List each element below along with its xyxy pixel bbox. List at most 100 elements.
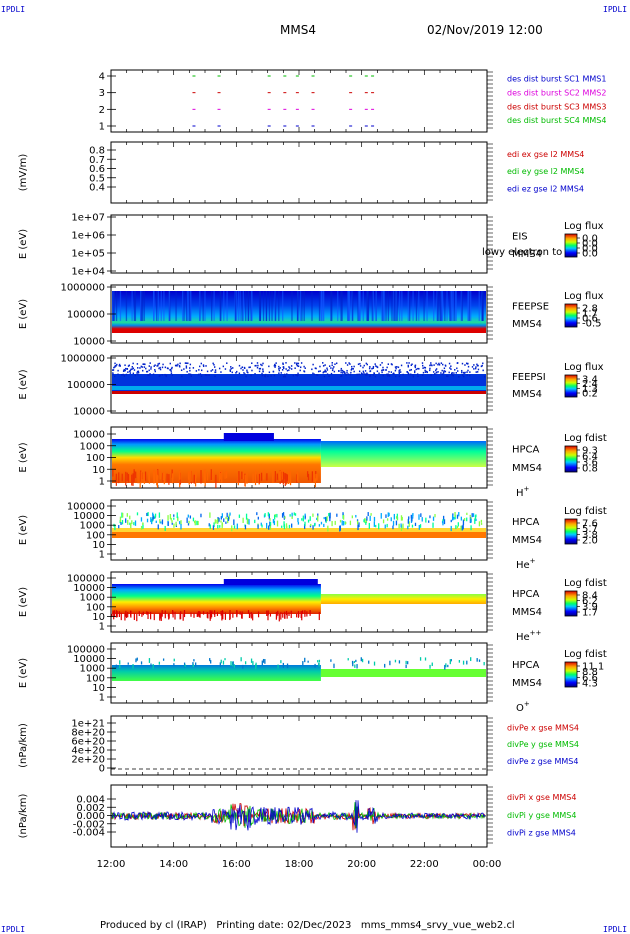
hpca-he1-speckle (318, 524, 321, 527)
hpca-he1-speckle (434, 514, 436, 518)
hpca-he2-texture (146, 611, 148, 615)
hpca-he1-speckle (269, 518, 271, 521)
hpca-he2-texture (125, 613, 128, 618)
feepsi-speckle (387, 363, 390, 365)
hpca-h-texture (143, 473, 146, 484)
hpca-he1-speckle (380, 513, 382, 519)
hpca-he1-speckle (392, 525, 394, 530)
hpca-he1-speckle (342, 512, 344, 516)
feepsi-speckle (273, 364, 276, 367)
hpca-he1-speckle (134, 520, 137, 526)
feepse-texture (358, 291, 360, 321)
feepsi-speckle (295, 374, 297, 376)
feepsi-speckle (261, 374, 264, 377)
feepsi-speckle (112, 372, 114, 374)
burst-legend-entry: des dist burst SC1 MMS1 (507, 75, 606, 84)
feepsi-speckle (461, 362, 464, 365)
feepsi-speckle (381, 371, 383, 374)
feepsi-speckle (365, 362, 368, 365)
feepsi-speckle (248, 366, 250, 369)
divpi-legend-entry: divPi x gse MMS4 (507, 793, 576, 802)
hpca-o-speckle (261, 660, 263, 666)
feepsi-speckle (175, 364, 178, 367)
hpca-h-texture (127, 474, 130, 483)
feepsi-speckle (322, 365, 325, 367)
feepse-texture (407, 291, 409, 321)
hpca-he1-speckle (453, 516, 455, 520)
eis-ytick-label: 1e+06 (71, 231, 105, 242)
hpca-he1-speckle (312, 513, 314, 517)
hpca-h-texture (286, 474, 289, 482)
hpca-he2-texture (248, 612, 251, 619)
hpca-o-speckle (119, 660, 121, 665)
divpi-legend-entry: divPi z gse MMS4 (507, 828, 576, 837)
feepsi-speckle (346, 371, 348, 374)
feepsi-speckle (453, 372, 455, 374)
feepse-texture (401, 291, 403, 321)
hpca-he1-speckle (458, 512, 460, 517)
hpca-he2-texture (229, 610, 231, 615)
hpca-he1-speckle (192, 517, 195, 522)
feepsi-speckle (200, 369, 203, 372)
feepse-texture (393, 291, 395, 321)
hpca-he1-speckle (385, 514, 387, 518)
hpca-he1-speckle (254, 519, 256, 524)
hpca-o-speckle (389, 660, 391, 666)
hpca-he1-speckle (469, 514, 471, 517)
hpca-he1-speckle (161, 519, 164, 525)
hpca-he1-band-orange (112, 532, 486, 538)
feepsi-speckle (331, 364, 333, 367)
hpca-he1-speckle (316, 517, 318, 521)
hpca-he1-speckle (122, 512, 124, 518)
hpca-he2-texture (172, 611, 174, 618)
hpca-h-texture (157, 469, 159, 476)
feepsi-speckle (340, 367, 343, 370)
feepsi-speckle (275, 362, 277, 364)
hpca-h-texture (260, 472, 263, 481)
hpca-he1-ytick-label: 10000 (73, 511, 105, 522)
feepsi-speckle (312, 372, 314, 375)
feepsi-speckle (131, 368, 133, 370)
hpca-h-texture (237, 474, 239, 486)
feepsi-speckle (433, 373, 436, 375)
feepsi-ytick-label: 10000 (73, 407, 105, 418)
feepsi-speckle (143, 363, 145, 365)
feepsi-speckle (369, 370, 372, 372)
feepsi-speckle (369, 374, 371, 377)
feepsi-speckle (417, 367, 419, 370)
feepsi-speckle (292, 374, 295, 377)
hpca-he2-ytick-label: 1000 (80, 593, 105, 604)
hpca-h-texture (276, 473, 278, 480)
feepsi-speckle (177, 363, 179, 366)
divpe-ytick-label: 4e+20 (71, 746, 105, 757)
hpca-he1-speckle (469, 517, 472, 523)
hpca-he2-texture (297, 611, 300, 618)
hpca-o-speckle (220, 659, 222, 664)
hpca-he1-speckle (291, 523, 293, 528)
hpca-he1-speckle (388, 512, 390, 517)
hpca-he1-speckle (221, 513, 223, 518)
hpca-o-speckle (445, 663, 447, 668)
hpca-he1-speckle (375, 524, 377, 528)
feepsi-speckle (445, 375, 448, 377)
hpca-he1-speckle (470, 518, 472, 523)
hpca-h-texture (263, 469, 265, 480)
hpca-he1-speckle (327, 525, 329, 532)
hpca-he2-texture (296, 613, 298, 618)
hpca-h-texture (148, 470, 150, 481)
hpca-he1-speckle (225, 521, 227, 524)
feepsi-speckle (469, 371, 471, 373)
hpca-he1-speckle (291, 516, 293, 519)
hpca-he2-colorbar-label: 3.9 (582, 602, 598, 613)
hpca-o-spectrogram-late (320, 669, 486, 677)
feepsi-speckle (303, 365, 305, 368)
feepsi-speckle (346, 369, 348, 372)
hpca-o-speckle (314, 663, 316, 668)
feepsi-speckle (374, 363, 376, 365)
hpca-he1-speckle (151, 519, 153, 525)
feepsi-speckle (204, 374, 207, 376)
feepsi-speckle (114, 362, 116, 365)
hpca-he2-texture (209, 610, 211, 616)
edi-ytick-label: 0.7 (89, 155, 105, 166)
